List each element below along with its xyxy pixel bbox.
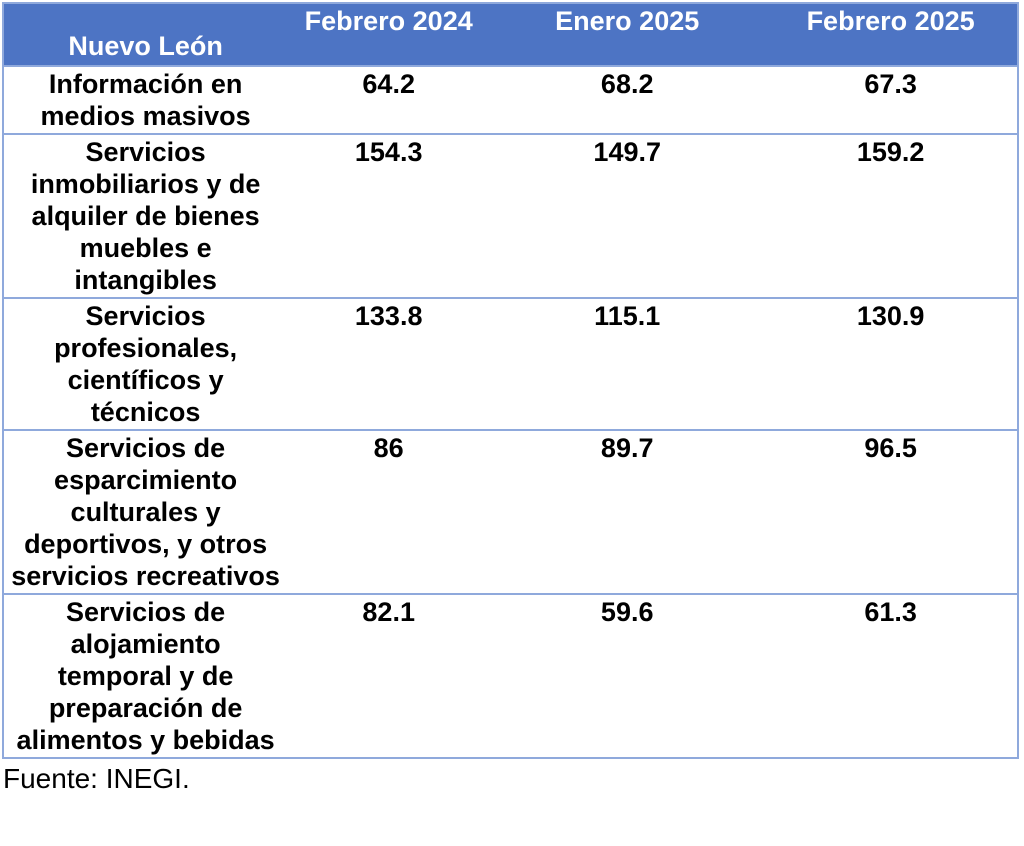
cell-value: 159.2 [764,133,1018,298]
table-row: Servicios de esparcimiento culturales y … [3,429,1018,594]
cell-value: 68.2 [490,65,765,134]
cell-value: 89.7 [490,429,765,594]
column-header-febrero-2025: Febrero 2025 [764,3,1018,66]
cell-value: 82.1 [287,593,491,758]
cell-value: 96.5 [764,429,1018,594]
cell-value: 86 [287,429,491,594]
cell-value: 59.6 [490,593,765,758]
cell-value: 149.7 [490,133,765,298]
header-row: Nuevo León Febrero 2024 Enero 2025 Febre… [3,3,1018,66]
cell-value: 64.2 [287,65,491,134]
cell-value: 67.3 [764,65,1018,134]
corner-header-nuevo-leon: Nuevo León [3,3,288,66]
cell-value: 130.9 [764,297,1018,430]
table-row: Información en medios masivos 64.2 68.2 … [3,65,1018,134]
row-label-servicios-esparcimiento: Servicios de esparcimiento culturales y … [3,429,288,594]
row-label-servicios-inmobiliarios: Servicios inmobiliarios y de alquiler de… [3,133,288,298]
column-header-enero-2025: Enero 2025 [490,3,765,66]
table-row: Servicios profesionales, científicos y t… [3,297,1018,430]
nuevo-leon-index-table: Nuevo León Febrero 2024 Enero 2025 Febre… [2,2,1019,759]
cell-value: 61.3 [764,593,1018,758]
table-row: Servicios inmobiliarios y de alquiler de… [3,133,1018,298]
row-label-servicios-alojamiento: Servicios de alojamiento temporal y de p… [3,593,288,758]
cell-value: 115.1 [490,297,765,430]
row-label-servicios-profesionales: Servicios profesionales, científicos y t… [3,297,288,430]
column-header-febrero-2024: Febrero 2024 [287,3,491,66]
cell-value: 154.3 [287,133,491,298]
row-label-informacion-medios: Información en medios masivos [3,65,288,134]
table-row: Servicios de alojamiento temporal y de p… [3,593,1018,758]
cell-value: 133.8 [287,297,491,430]
source-note: Fuente: INEGI. [3,763,190,794]
